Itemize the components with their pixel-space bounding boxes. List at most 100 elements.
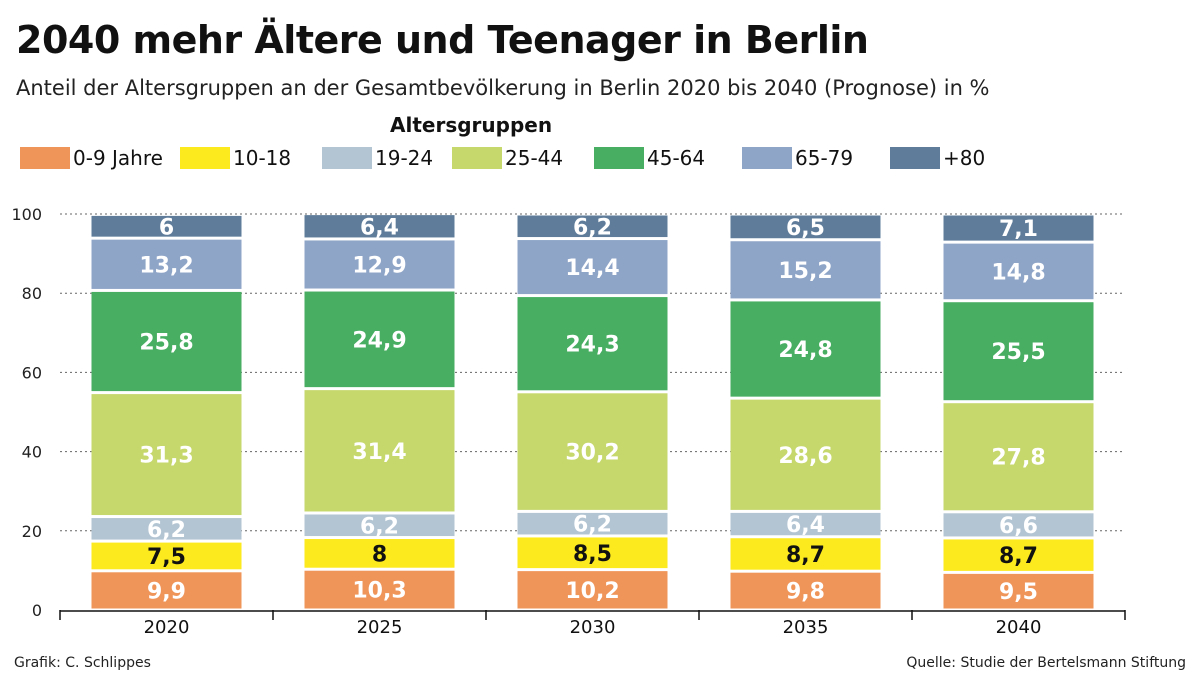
data-label: 9,5 xyxy=(999,580,1038,605)
data-label: 10,3 xyxy=(352,579,406,604)
bar-segment xyxy=(730,301,881,397)
data-label: 8,5 xyxy=(573,542,612,567)
data-label: 25,5 xyxy=(991,340,1045,365)
y-tick-label: 20 xyxy=(22,522,42,541)
bar-segment xyxy=(304,570,455,609)
bar-segment xyxy=(304,514,455,537)
data-label: 24,8 xyxy=(778,338,832,363)
data-label: 8,7 xyxy=(786,543,825,568)
bar-segment xyxy=(730,241,881,299)
bar-segment xyxy=(517,393,668,510)
credit: Grafik: C. Schlippes xyxy=(14,655,151,671)
legend-item: +80 xyxy=(890,146,1010,170)
legend-swatch xyxy=(322,147,372,169)
x-tick-label: 2030 xyxy=(570,617,616,638)
y-tick-label: 100 xyxy=(11,205,42,224)
bar-segment xyxy=(517,240,668,295)
data-label: 31,3 xyxy=(139,444,193,469)
bar-segment xyxy=(730,538,881,570)
source: Quelle: Studie der Bertelsmann Stiftung xyxy=(906,655,1186,671)
bar-segment xyxy=(304,240,455,289)
data-label: 24,3 xyxy=(565,333,619,358)
legend-item: 45-64 xyxy=(594,146,742,170)
y-tick-label: 60 xyxy=(22,363,42,382)
y-tick-label: 40 xyxy=(22,443,42,462)
bar-segment xyxy=(91,518,242,540)
bar-segment xyxy=(943,302,1094,401)
legend-item: 25-44 xyxy=(452,146,594,170)
legend-label: 19-24 xyxy=(375,146,434,170)
chart-subtitle: Anteil der Altersgruppen an der Gesamtbe… xyxy=(16,76,990,100)
data-label: 6 xyxy=(159,215,174,240)
bar-segment xyxy=(730,512,881,536)
legend-item: 65-79 xyxy=(742,146,890,170)
bar-segment xyxy=(304,539,455,568)
data-label: 6,6 xyxy=(999,514,1038,539)
data-label: 14,4 xyxy=(565,256,619,281)
data-label: 30,2 xyxy=(565,441,619,466)
bar-segment xyxy=(517,537,668,569)
data-label: 6,4 xyxy=(786,513,825,538)
bar-segment xyxy=(517,512,668,535)
legend-item: 0-9 Jahre xyxy=(20,146,180,170)
x-tick-label: 2020 xyxy=(144,617,190,638)
chart-title: 2040 mehr Ältere und Teenager in Berlin xyxy=(16,18,869,62)
x-tick-label: 2035 xyxy=(783,617,829,638)
legend-swatch xyxy=(594,147,644,169)
data-label: 6,5 xyxy=(786,216,825,241)
data-label: 8,7 xyxy=(999,544,1038,569)
data-label: 25,8 xyxy=(139,331,193,356)
bar-segment xyxy=(304,390,455,512)
bar-segment xyxy=(91,542,242,570)
bar-segment xyxy=(943,215,1094,241)
bar-segment xyxy=(91,215,242,237)
legend-title: Altersgruppen xyxy=(390,113,553,137)
bar-segment xyxy=(730,399,881,510)
legend-label: +80 xyxy=(943,146,986,170)
bar-segment xyxy=(943,513,1094,537)
legend-swatch xyxy=(890,147,940,169)
data-label: 27,8 xyxy=(991,446,1045,471)
bar-segment xyxy=(943,539,1094,571)
data-label: 9,9 xyxy=(147,579,186,604)
bar-segment xyxy=(943,573,1094,609)
legend-label: 0-9 Jahre xyxy=(73,146,163,170)
x-tick-label: 2025 xyxy=(357,617,403,638)
bar-segment xyxy=(517,297,668,391)
legend-item: 10-18 xyxy=(180,146,322,170)
bar-segment xyxy=(730,572,881,609)
legend-label: 65-79 xyxy=(795,146,854,170)
data-label: 6,2 xyxy=(147,518,186,543)
bar-segment xyxy=(517,215,668,238)
legend-label: 45-64 xyxy=(647,146,706,170)
data-label: 6,2 xyxy=(360,514,399,539)
bar-segment xyxy=(517,571,668,609)
y-tick-label: 0 xyxy=(32,601,42,620)
data-label: 24,9 xyxy=(352,328,406,353)
data-label: 31,4 xyxy=(352,440,406,465)
bar-segment xyxy=(304,215,455,238)
legend-label: 25-44 xyxy=(505,146,564,170)
legend-swatch xyxy=(742,147,792,169)
bar-segment xyxy=(91,572,242,609)
bar-segment xyxy=(91,394,242,516)
data-label: 6,2 xyxy=(573,513,612,538)
bar-segment xyxy=(730,215,881,239)
data-label: 13,2 xyxy=(139,253,193,278)
data-label: 6,2 xyxy=(573,215,612,240)
bar-segment xyxy=(91,239,242,289)
data-label: 7,5 xyxy=(147,545,186,570)
legend-swatch xyxy=(452,147,502,169)
x-tick-label: 2040 xyxy=(996,617,1042,638)
y-tick-label: 80 xyxy=(22,284,42,303)
bar-segment xyxy=(304,291,455,388)
bar-segment xyxy=(943,243,1094,300)
data-label: 9,8 xyxy=(786,580,825,605)
data-label: 28,6 xyxy=(778,444,832,469)
legend: 0-9 Jahre 10-18 19-24 25-44 45-64 65-79 +80 xyxy=(20,146,1010,170)
legend-swatch xyxy=(180,147,230,169)
data-label: 12,9 xyxy=(352,253,406,278)
legend-swatch xyxy=(20,147,70,169)
data-label: 10,2 xyxy=(565,579,619,604)
